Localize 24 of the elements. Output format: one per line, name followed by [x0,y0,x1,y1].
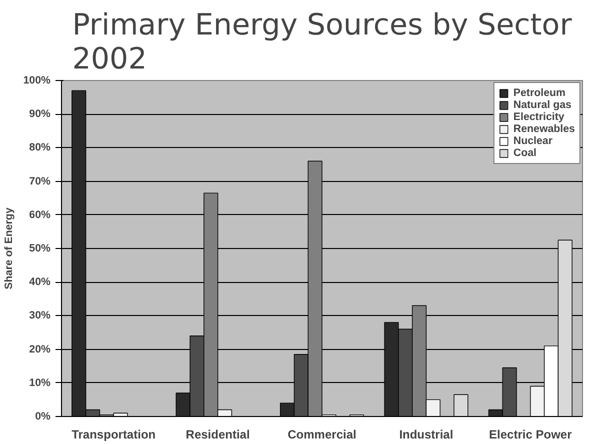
x-tick-label: Residential [186,428,250,442]
x-tick-label: Commercial [288,428,356,442]
y-tick-label: 50% [29,242,52,254]
legend-label: Renewables [513,123,575,135]
y-tick-label: 80% [29,142,52,154]
y-tick-label: 90% [29,108,52,120]
y-tick-label: 70% [29,175,52,188]
x-tick-label: Electric Power [489,428,572,442]
y-tick-label: 0% [35,410,52,422]
x-tick-label: Transportation [72,428,156,442]
chart-title: Primary Energy Sources by Sector 2002 [72,8,573,76]
y-tick-label: 10% [29,376,52,389]
legend-label: Petroleum [513,87,566,99]
x-tick-label: Industrial [399,428,454,442]
legend-label: Nuclear [513,135,552,147]
y-tick-label: 60% [29,208,52,221]
y-axis-title: Share of Energy [3,208,16,290]
y-tick-label: 30% [29,310,52,322]
y-tick-label: 100% [23,74,52,86]
y-tick-label: 20% [29,343,52,356]
y-tick-label: 40% [29,276,52,288]
legend-label: Natural gas [513,99,572,111]
legend-label: Electricity [513,111,564,123]
legend-label: Coal [513,147,536,159]
